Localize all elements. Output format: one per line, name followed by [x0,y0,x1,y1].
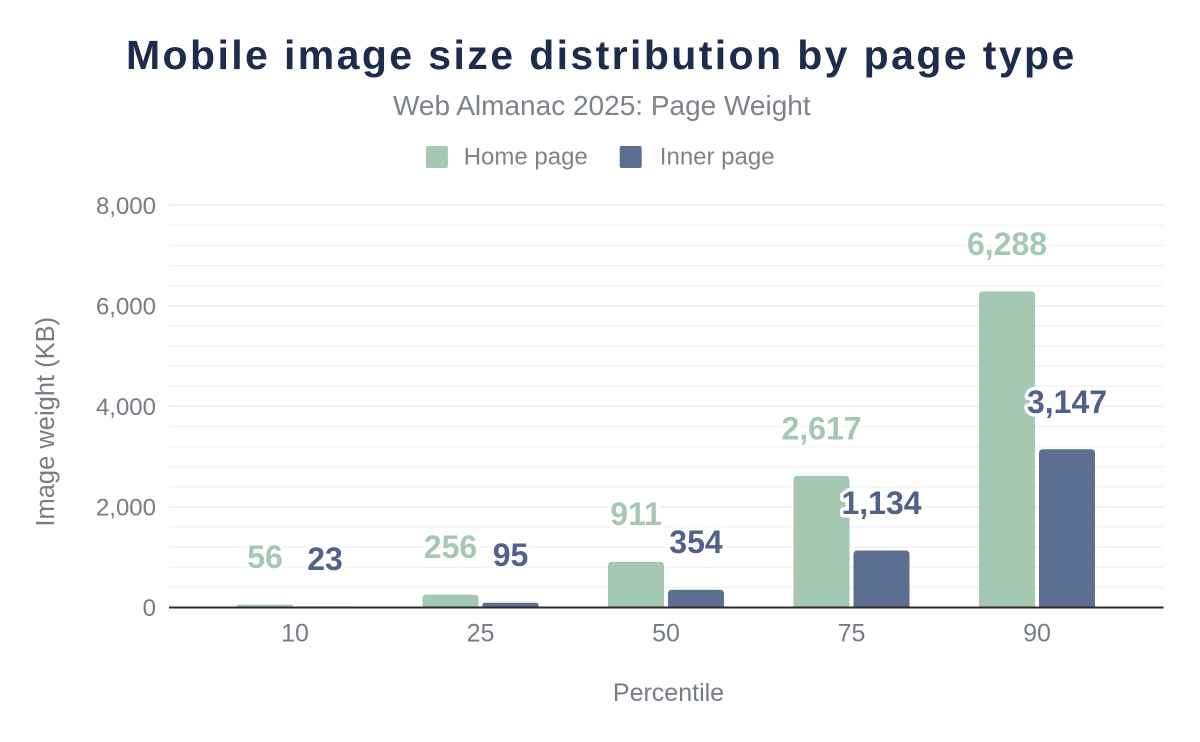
svg-text:Home page: Home page [464,144,588,171]
svg-text:2,617: 2,617 [781,410,861,446]
svg-text:911: 911 [610,496,662,532]
svg-text:95: 95 [493,537,529,573]
svg-text:23: 23 [307,541,343,577]
svg-text:1,134: 1,134 [841,485,921,521]
svg-text:Inner page: Inner page [660,144,775,171]
svg-text:6,000: 6,000 [96,293,156,320]
svg-text:4,000: 4,000 [96,394,156,421]
svg-text:2,000: 2,000 [96,494,156,521]
svg-text:3,147: 3,147 [1027,384,1107,420]
svg-text:50: 50 [652,620,680,648]
svg-text:8,000: 8,000 [96,193,156,220]
svg-text:6,288: 6,288 [967,226,1047,262]
svg-text:Percentile: Percentile [613,679,724,707]
svg-text:75: 75 [838,620,866,648]
svg-text:90: 90 [1023,620,1051,648]
svg-text:25: 25 [467,620,495,648]
svg-text:Image weight (KB): Image weight (KB) [32,317,60,527]
svg-text:Web Almanac 2025: Page Weight: Web Almanac 2025: Page Weight [393,90,811,121]
svg-text:354: 354 [669,524,723,560]
svg-text:256: 256 [424,529,477,565]
svg-text:10: 10 [281,620,309,648]
svg-text:Mobile image size distribution: Mobile image size distribution by page t… [126,32,1077,78]
svg-text:56: 56 [247,539,283,575]
svg-text:0: 0 [143,595,156,622]
